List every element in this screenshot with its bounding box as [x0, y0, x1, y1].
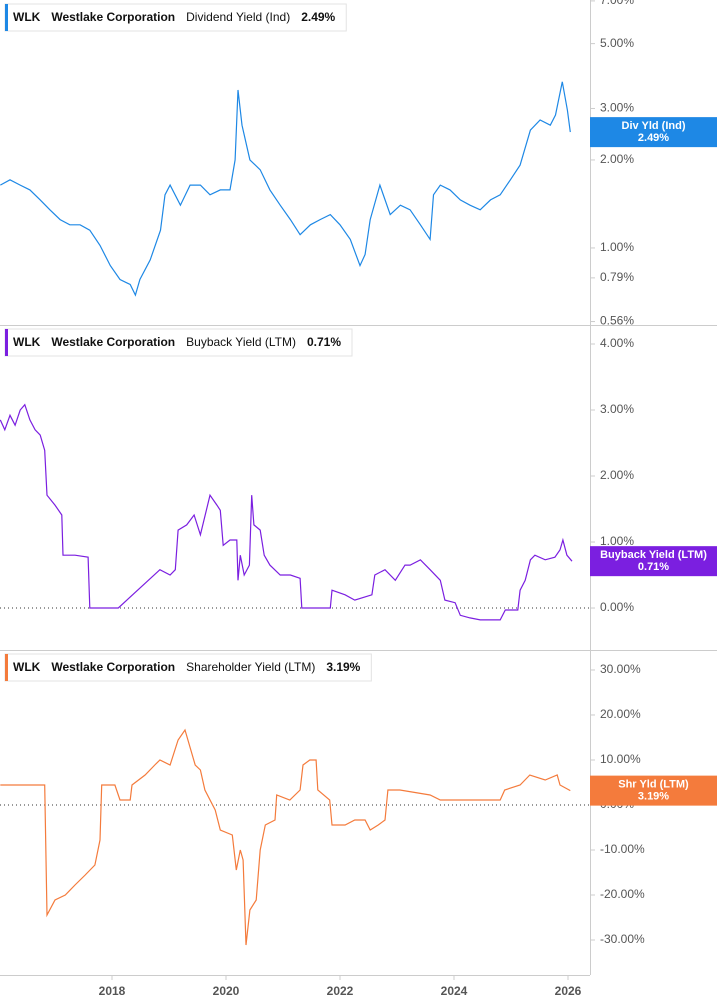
y-tick-label: 0.56%	[600, 314, 634, 328]
y-tick-label: 3.00%	[600, 402, 634, 416]
y-tick-label: 10.00%	[600, 752, 641, 766]
legend-text: Westlake Corporation	[51, 10, 175, 24]
y-tick-label: 7.00%	[600, 0, 634, 7]
value-badge	[590, 117, 717, 148]
legend-text: WLK	[13, 335, 41, 349]
y-tick-label: 1.00%	[600, 240, 634, 254]
legend-text: Dividend Yield (Ind)	[186, 10, 290, 24]
legend-swatch	[5, 4, 8, 31]
y-tick-label: -10.00%	[600, 842, 645, 856]
y-tick-label: 20.00%	[600, 707, 641, 721]
legend-text: 3.19%	[326, 660, 360, 674]
x-tick-label: 2026	[555, 984, 582, 998]
legend-text: Westlake Corporation	[51, 660, 175, 674]
y-tick-label: -30.00%	[600, 932, 645, 946]
y-tick-label: 30.00%	[600, 662, 641, 676]
badge-value: 0.71%	[638, 561, 669, 573]
y-tick-label: 0.79%	[600, 270, 634, 284]
y-tick-label: 4.00%	[600, 336, 634, 350]
legend-box	[4, 653, 372, 682]
legend-swatch	[5, 654, 8, 681]
y-tick-label: 5.00%	[600, 36, 634, 50]
x-tick-label: 2020	[213, 984, 240, 998]
badge-name: Div Yld (Ind)	[622, 120, 686, 132]
series-line	[0, 403, 573, 621]
series-line	[0, 728, 571, 946]
legend-text: 2.49%	[301, 10, 335, 24]
series-line	[0, 81, 571, 297]
y-tick-label: 2.00%	[600, 152, 634, 166]
y-tick-label: 2.00%	[600, 468, 634, 482]
legend-text: Westlake Corporation	[51, 335, 175, 349]
x-tick-label: 2022	[327, 984, 354, 998]
legend-text: 0.71%	[307, 335, 341, 349]
badge-value: 3.19%	[638, 791, 669, 803]
legend-text: WLK	[13, 660, 41, 674]
value-badge	[590, 546, 717, 577]
badge-name: Buyback Yield (LTM)	[600, 549, 707, 561]
x-tick-label: 2018	[99, 984, 126, 998]
x-tick-label: 2024	[441, 984, 468, 998]
y-tick-label: 1.00%	[600, 534, 634, 548]
y-tick-label: 0.00%	[600, 600, 634, 614]
legend: WLK Westlake Corporation Dividend Yield (I…	[4, 3, 347, 32]
legend-box	[4, 328, 353, 357]
legend-text: Shareholder Yield (LTM)	[186, 660, 315, 674]
badge-value: 2.49%	[638, 132, 669, 144]
y-tick-label: -20.00%	[600, 887, 645, 901]
legend-text: Buyback Yield (LTM)	[186, 335, 296, 349]
legend: WLK Westlake Corporation Shareholder Yield…	[4, 653, 372, 682]
y-tick-label: 3.00%	[600, 101, 634, 115]
badge-name: Shr Yld (LTM)	[618, 779, 689, 791]
value-badge	[590, 775, 717, 806]
legend-swatch	[5, 329, 8, 356]
legend: WLK Westlake Corporation Buyback Yield (LT…	[4, 328, 353, 357]
legend-text: WLK	[13, 10, 41, 24]
